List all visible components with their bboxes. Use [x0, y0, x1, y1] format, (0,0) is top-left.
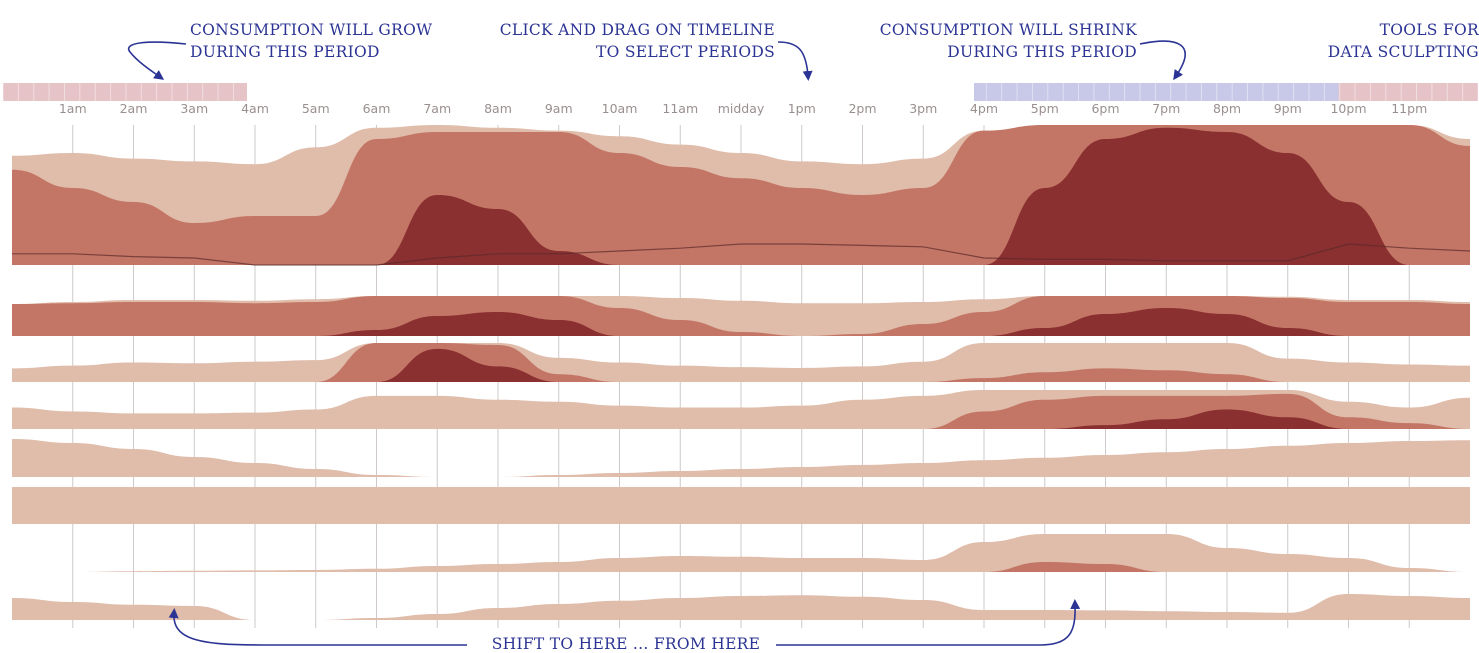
usage-area-dark: [12, 308, 1470, 336]
hour-label: 10pm: [1330, 101, 1366, 116]
tools-annotation-line2: DATA SCULPTING: [1328, 43, 1479, 61]
grow-annotation-line2: DURING THIS PERIOD: [190, 43, 380, 61]
shift-from-arrow-icon: [776, 599, 1081, 646]
appliance-row[interactable]: [12, 534, 1470, 572]
hour-label: 8pm: [1213, 101, 1241, 116]
shift-to-arrow-icon: [168, 608, 467, 646]
appliance-rows: [12, 125, 1471, 620]
hour-label: 5am: [302, 101, 330, 116]
appliance-row[interactable]: [12, 594, 1470, 620]
hour-label: 7am: [423, 101, 451, 116]
annotation-tools: TOOLS FOR DATA SCULPTING: [1328, 21, 1479, 61]
hour-label: 2pm: [848, 101, 876, 116]
hour-label: 3am: [180, 101, 208, 116]
grow-selection-band[interactable]: [3, 83, 247, 101]
hour-label: 1am: [59, 101, 87, 116]
hour-label: 5pm: [1031, 101, 1059, 116]
shift-annotation-label: SHIFT TO HERE ... FROM HERE: [492, 635, 761, 653]
hour-label: 11am: [662, 101, 698, 116]
appliance-row[interactable]: [12, 390, 1470, 429]
hour-label: 4pm: [970, 101, 998, 116]
hour-label: 8am: [484, 101, 512, 116]
hour-label: 2am: [120, 101, 148, 116]
baseline-trace: [12, 243, 1471, 266]
appliance-row[interactable]: [12, 486, 1470, 524]
appliance-row[interactable]: [12, 125, 1470, 265]
usage-area-light: [12, 439, 1470, 477]
drag-arrow-icon: [777, 41, 813, 81]
annotation-shrink: CONSUMPTION WILL SHRINK DURING THIS PERI…: [880, 21, 1186, 81]
annotation-drag: CLICK AND DRAG ON TIMELINE TO SELECT PER…: [500, 21, 813, 81]
drag-annotation-line2: TO SELECT PERIODS: [596, 43, 775, 61]
usage-area-dark: [12, 127, 1470, 265]
annotation-grow: CONSUMPTION WILL GROW DURING THIS PERIOD: [127, 21, 432, 80]
hour-label: 4am: [241, 101, 269, 116]
hour-label: 11pm: [1391, 101, 1427, 116]
hour-label: 10am: [602, 101, 638, 116]
hour-label: 9am: [545, 101, 573, 116]
shrink-selection-band[interactable]: [974, 83, 1339, 101]
usage-area-mid: [12, 562, 1470, 572]
timeline-bar[interactable]: 1am 2am 3am 4am 5am 6am 7am 8am 9am 10am 11am midda…: [2, 83, 1479, 116]
usage-area-mid: [12, 393, 1470, 429]
shrink-annotation-line1: CONSUMPTION WILL SHRINK: [880, 21, 1137, 39]
grow-arrow-icon: [127, 41, 187, 80]
drag-annotation-line1: CLICK AND DRAG ON TIMELINE: [500, 21, 775, 39]
hour-label: 9pm: [1274, 101, 1302, 116]
appliance-row[interactable]: [12, 296, 1470, 336]
usage-area-mid: [12, 343, 1470, 382]
usage-area-light: [12, 486, 1470, 524]
usage-area-light: [12, 594, 1470, 620]
late-selection-band[interactable]: [1338, 83, 1479, 101]
hour-label: 1pm: [788, 101, 816, 116]
annotation-shift: SHIFT TO HERE ... FROM HERE: [168, 599, 1081, 653]
hour-label: 6am: [363, 101, 391, 116]
usage-area-dark: [12, 409, 1470, 429]
hour-label: 3pm: [909, 101, 937, 116]
hour-label: midday: [718, 101, 765, 116]
shrink-annotation-line2: DURING THIS PERIOD: [947, 43, 1137, 61]
hour-label: 6pm: [1091, 101, 1119, 116]
tools-annotation-line1: TOOLS FOR: [1380, 21, 1479, 39]
hour-label: 7pm: [1152, 101, 1180, 116]
usage-area-light: [12, 534, 1470, 572]
grow-annotation-line1: CONSUMPTION WILL GROW: [190, 21, 432, 39]
appliance-row[interactable]: [12, 343, 1470, 382]
shrink-arrow-icon: [1139, 40, 1186, 81]
appliance-row[interactable]: [12, 439, 1470, 477]
